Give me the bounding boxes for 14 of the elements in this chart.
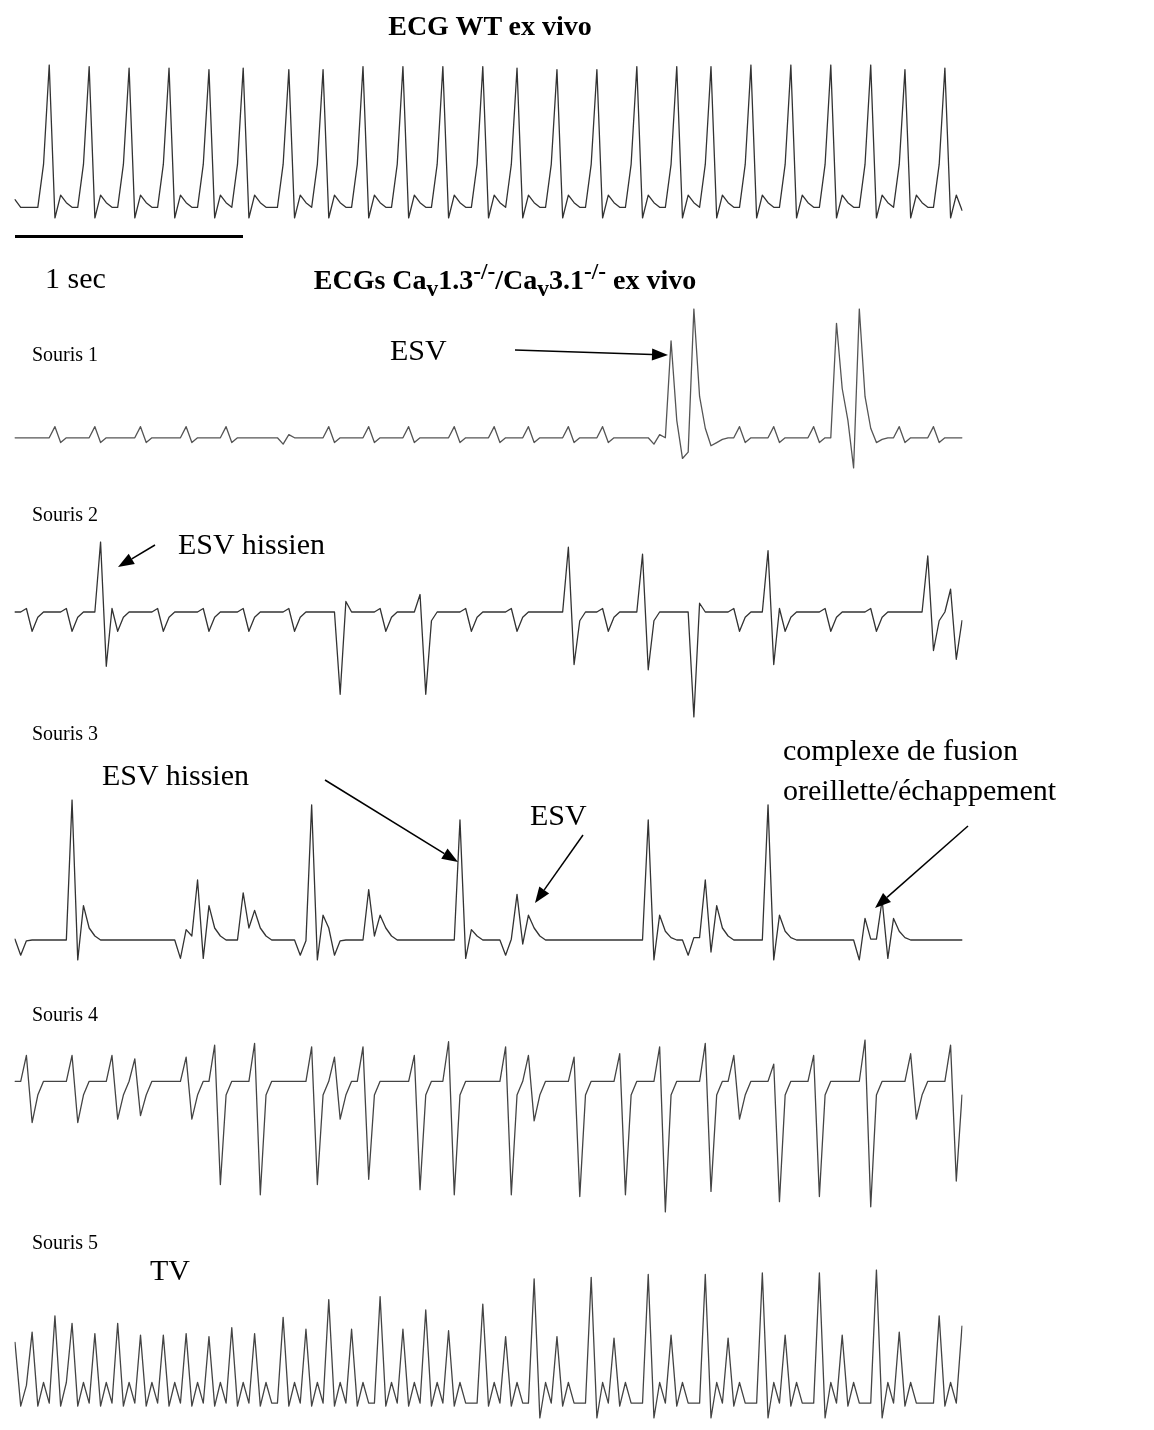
chart-subtitle: Souris 3 (32, 722, 99, 745)
text: 1 sec (45, 260, 106, 296)
text: ESV hissien (102, 757, 249, 793)
chart-title: ECGs Ca$_{v}$1.3$^{-/-}$/Ca$_{v}$3.1$^{-/-}$ ex vivo (313, 258, 697, 301)
annotation: ESV (390, 332, 447, 368)
annotation: ESV (530, 797, 587, 833)
chart-subtitle: Souris 5 (32, 1231, 99, 1254)
text: Souris 1 (32, 343, 99, 366)
chart-subtitle: Souris 2 (32, 503, 99, 526)
annotation: complexe de fusion oreillette/échappement (783, 732, 1058, 808)
annotation: ESV hissien (178, 526, 325, 562)
chart-title: ECG WT ex vivo (388, 10, 592, 42)
annotation: TV (150, 1252, 190, 1288)
chart-subtitle: Souris 4 (32, 1003, 99, 1026)
